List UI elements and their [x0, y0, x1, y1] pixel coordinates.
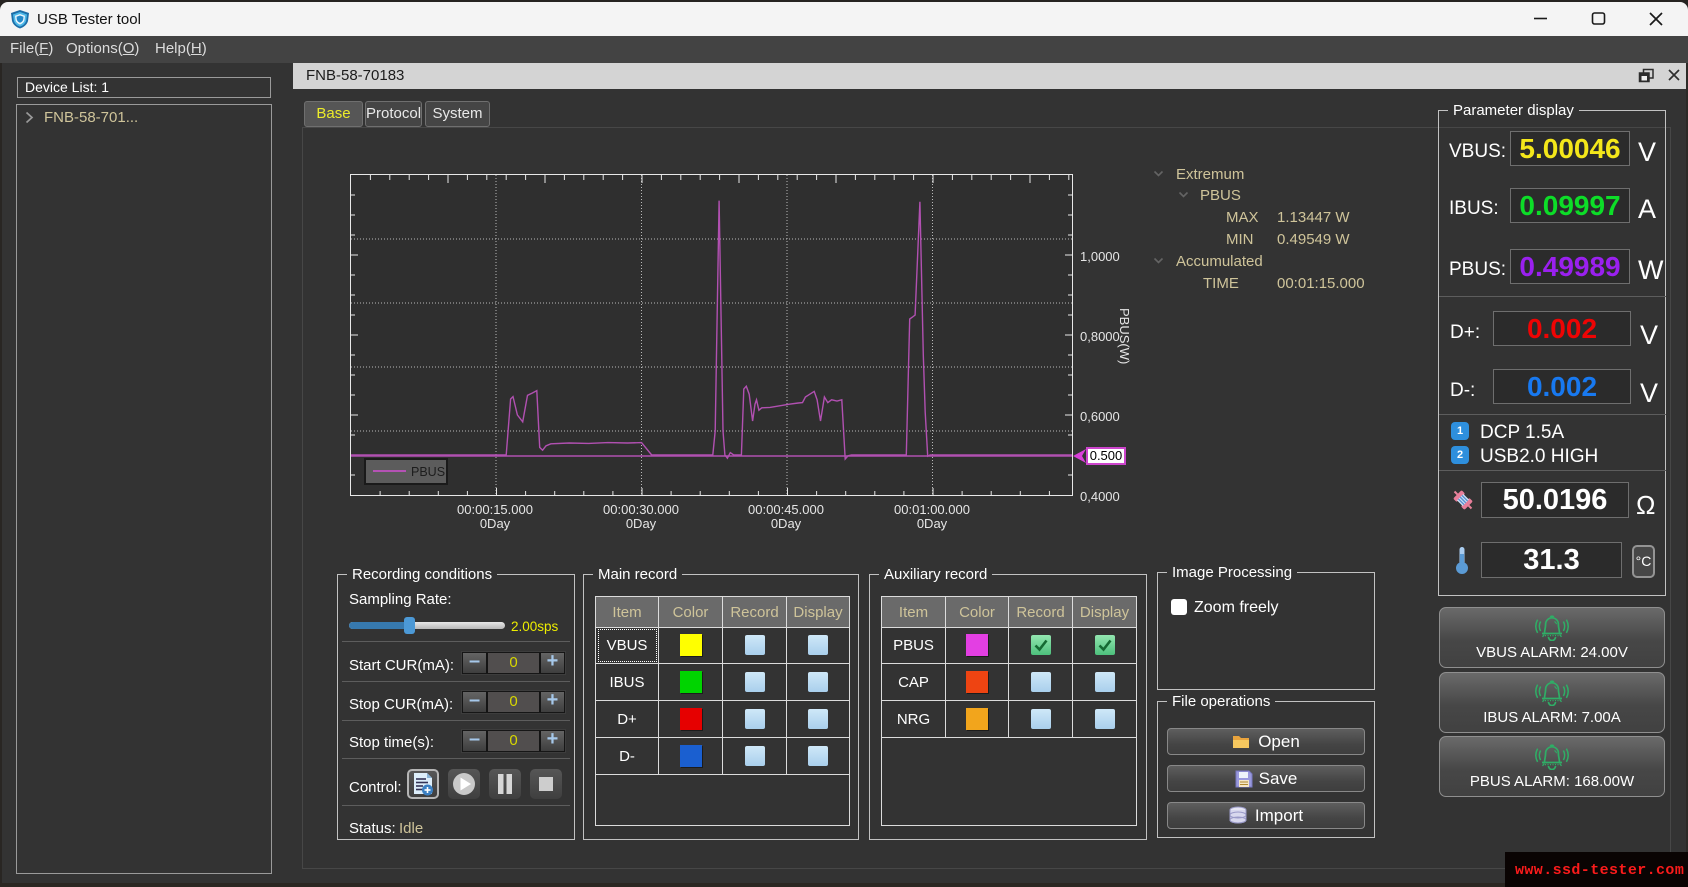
svg-text:PBUS: PBUS — [411, 465, 445, 479]
